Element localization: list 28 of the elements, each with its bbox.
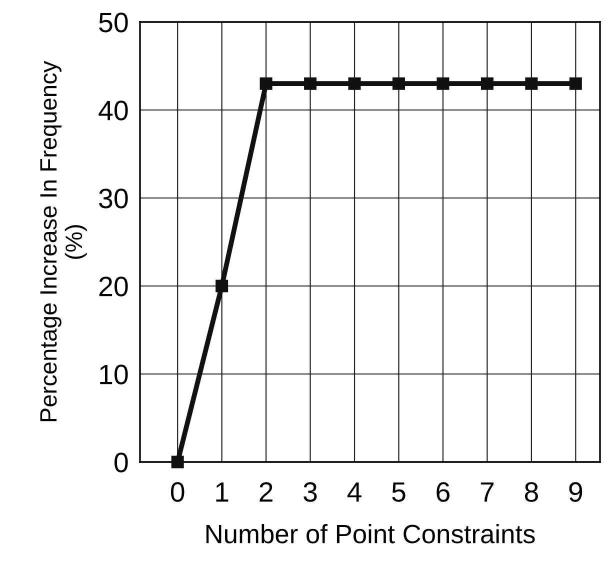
point <box>569 77 582 90</box>
y-tick-label: 10 <box>100 364 128 384</box>
x-tick-label: 9 <box>569 482 582 502</box>
x-tick-label: 2 <box>260 482 272 502</box>
point <box>525 77 538 90</box>
x-tick-label: 6 <box>436 482 450 502</box>
x-tick-label: 5 <box>392 482 406 502</box>
x-tick-label: 4 <box>347 482 362 502</box>
y-tick-label: 40 <box>98 100 128 120</box>
point <box>436 77 450 90</box>
x-axis-title: Number of Point Constraints <box>206 524 535 544</box>
y-tick-label: 50 <box>99 12 128 32</box>
point <box>480 77 494 90</box>
x-tick-label: 3 <box>304 482 317 502</box>
y-tick-label: 20 <box>99 276 128 296</box>
point <box>171 456 184 468</box>
y-tick-label: 30 <box>99 188 128 208</box>
x-tick-label: 0 <box>170 482 184 502</box>
x-tick-label: 1 <box>216 482 228 502</box>
point <box>216 280 228 292</box>
x-tick-label: 8 <box>524 482 538 502</box>
point <box>348 77 361 90</box>
x-tick-label: 7 <box>480 482 494 502</box>
y-axis-title: Percentage Increase In Frequency (%) <box>40 60 87 422</box>
point <box>260 77 272 90</box>
y-tick-label: 0 <box>114 452 128 472</box>
point <box>304 77 317 90</box>
point <box>392 77 405 90</box>
